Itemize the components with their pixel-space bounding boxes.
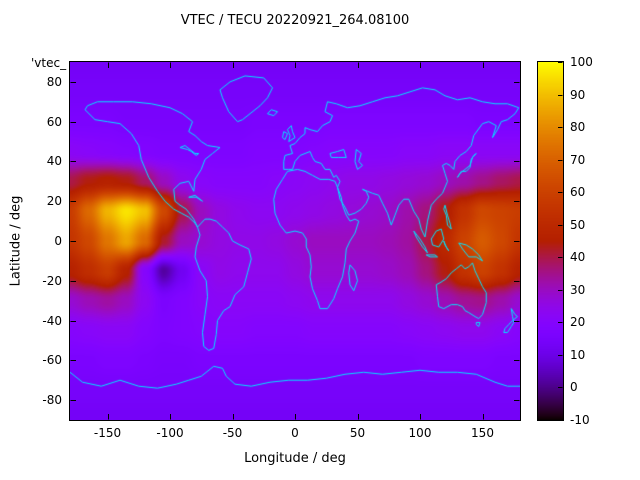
plot-key-label: 'vtec_: [31, 56, 67, 70]
colorbar-tick-label: 30: [570, 282, 586, 297]
colorbar-tick-label: 100: [570, 55, 593, 69]
y-tick-label: 60: [46, 114, 62, 129]
y-tick-label: -40: [42, 313, 62, 328]
x-tick-label: -150: [93, 426, 122, 440]
plot-border: [69, 61, 521, 421]
y-tick-label: 80: [46, 74, 62, 89]
colorbar-tick-label: 50: [570, 217, 586, 232]
colorbar-tick-label: 10: [570, 347, 586, 362]
x-axis-label: Longitude / deg: [244, 451, 346, 466]
y-tick-label: -80: [42, 393, 62, 408]
colorbar-tick-label: 80: [570, 120, 586, 135]
colorbar-tick-label: 0: [570, 380, 578, 395]
x-tick-label: 100: [408, 426, 432, 440]
y-tick-label: -20: [42, 273, 62, 288]
colorbar-tick-label: 40: [570, 250, 586, 265]
y-tick-label: 0: [54, 234, 62, 248]
y-tick-label: 40: [46, 154, 62, 169]
colorbar-tick-label: -10: [570, 413, 590, 427]
colorbar-tick-label: 70: [570, 152, 586, 167]
x-tick-label: 0: [291, 426, 299, 440]
colorbar-tick-label: 90: [570, 87, 586, 102]
x-tick-label: 150: [471, 426, 494, 440]
colorbar-gradient: [538, 62, 563, 420]
colorbar-border: [537, 61, 564, 421]
x-tick-label: -50: [222, 426, 243, 440]
y-tick-label: -60: [42, 353, 62, 368]
x-tick-label: -100: [156, 426, 184, 440]
colorbar-tick-label: 20: [570, 315, 586, 330]
x-tick-label: 50: [349, 426, 366, 440]
heatmap-canvas: [70, 62, 520, 420]
chart-title: VTEC / TECU 20220921_264.08100: [180, 13, 410, 28]
colorbar-tick-label: 60: [570, 185, 586, 200]
y-tick-label: 20: [46, 194, 62, 209]
